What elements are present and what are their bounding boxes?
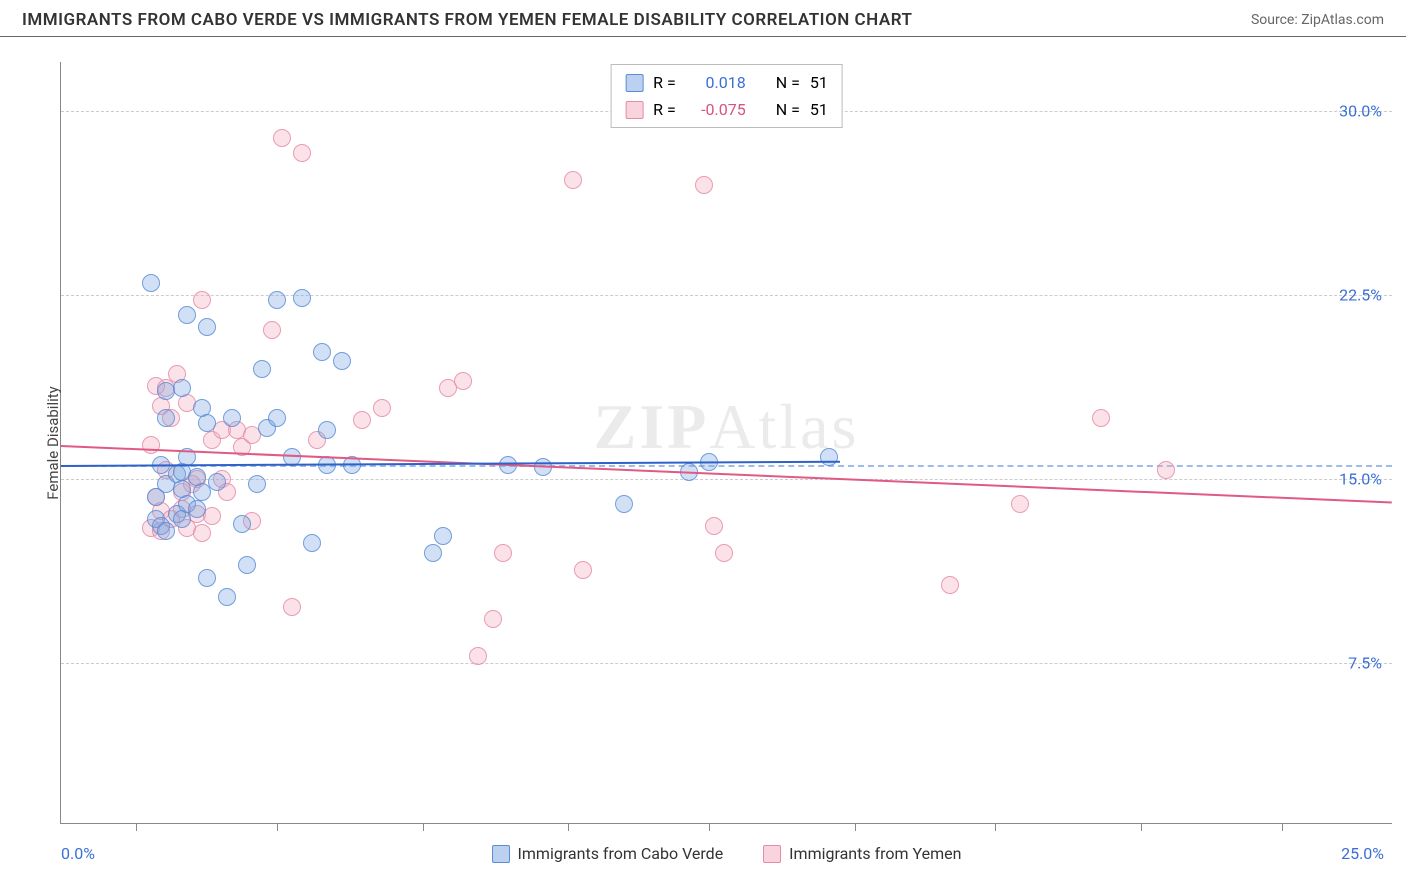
r-prefix: R = [653,69,676,96]
data-point [293,289,311,307]
watermark: ZIPAtlas [594,390,860,464]
data-point [1011,495,1029,513]
data-point [193,291,211,309]
data-point [218,588,236,606]
n-value-b: 51 [810,96,828,123]
x-tick [709,823,710,831]
data-point [1092,409,1110,427]
data-point [263,321,281,339]
data-point [157,409,175,427]
data-point [293,144,311,162]
x-tick [1282,823,1283,831]
y-tick-label: 22.5% [1339,286,1382,305]
data-point [353,411,371,429]
r-value-a: 0.018 [686,69,746,96]
trendline-b [61,445,1392,503]
y-tick-label: 7.5% [1348,654,1382,673]
data-point [238,556,256,574]
data-point [615,495,633,513]
swatch-series-a [625,74,643,92]
data-point [695,176,713,194]
data-point [188,500,206,518]
legend-label-a: Immigrants from Cabo Verde [518,844,724,863]
y-axis-label: Female Disability [44,386,62,500]
data-point [434,527,452,545]
y-tick-label: 15.0% [1339,470,1382,489]
data-point [333,352,351,370]
swatch-b-icon [763,845,781,863]
swatch-series-b [625,101,643,119]
data-point [373,399,391,417]
x-axis-min-label: 0.0% [61,844,95,863]
data-point [318,421,336,439]
data-point [941,576,959,594]
x-tick [855,823,856,831]
data-point [273,129,291,147]
data-point [574,561,592,579]
data-point [715,544,733,562]
n-value-a: 51 [810,69,828,96]
x-tick [423,823,424,831]
data-point [198,414,216,432]
data-point [820,448,838,466]
y-tick-label: 30.0% [1339,102,1382,121]
data-point [198,569,216,587]
data-point [157,522,175,540]
data-point [253,360,271,378]
data-point [424,544,442,562]
x-tick [1141,823,1142,831]
n-prefix: N = [776,96,800,123]
data-point [454,372,472,390]
x-axis-max-label: 25.0% [1341,844,1384,863]
data-point [223,409,241,427]
data-point [564,171,582,189]
data-point [208,473,226,491]
plot-area: Female Disability ZIPAtlas R = 0.018 N =… [60,62,1392,824]
n-prefix: N = [776,69,800,96]
data-point [178,306,196,324]
chart-header: IMMIGRANTS FROM CABO VERDE VS IMMIGRANTS… [0,0,1406,37]
data-point [198,318,216,336]
legend-row-a: R = 0.018 N = 51 [625,69,828,96]
x-tick [277,823,278,831]
data-point [283,598,301,616]
data-point [248,475,266,493]
x-tick [136,823,137,831]
r-value-b: -0.075 [686,96,746,123]
chart-source: Source: ZipAtlas.com [1251,12,1384,28]
data-point [303,534,321,552]
data-point [268,291,286,309]
gridline [61,295,1392,296]
legend-label-b: Immigrants from Yemen [789,844,961,863]
data-point [142,436,160,454]
chart-title: IMMIGRANTS FROM CABO VERDE VS IMMIGRANTS… [22,10,912,30]
data-point [268,409,286,427]
legend-item-b: Immigrants from Yemen [763,844,961,863]
data-point [173,379,191,397]
data-point [142,274,160,292]
legend-row-b: R = -0.075 N = 51 [625,96,828,123]
legend-item-a: Immigrants from Cabo Verde [492,844,724,863]
data-point [193,524,211,542]
series-legend: Immigrants from Cabo Verde Immigrants fr… [492,844,962,863]
data-point [705,517,723,535]
data-point [494,544,512,562]
data-point [233,515,251,533]
correlation-legend: R = 0.018 N = 51 R = -0.075 N = 51 [610,64,843,128]
chart-container: Female Disability ZIPAtlas R = 0.018 N =… [20,44,1402,884]
data-point [1157,461,1175,479]
r-prefix: R = [653,96,676,123]
data-point [469,647,487,665]
data-point [484,610,502,628]
gridline [61,663,1392,664]
watermark-bold: ZIP [594,391,710,462]
data-point [313,343,331,361]
x-tick [568,823,569,831]
swatch-a-icon [492,845,510,863]
x-tick [995,823,996,831]
